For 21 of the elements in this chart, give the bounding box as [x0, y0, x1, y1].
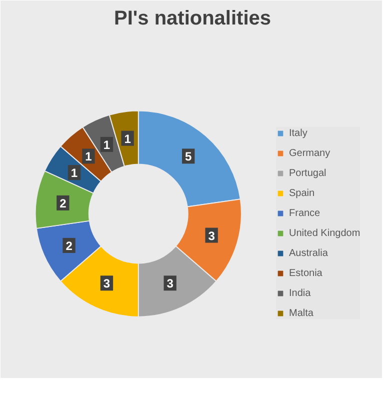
data-label: 2 [60, 196, 67, 210]
legend-label: Estonia [289, 267, 322, 279]
data-label: 3 [208, 228, 216, 243]
legend-label: India [289, 287, 311, 299]
legend-label: Australia [289, 247, 328, 259]
data-label: 1 [70, 166, 78, 180]
data-label: 3 [166, 276, 174, 291]
data-label: 2 [66, 238, 73, 253]
legend-label: Spain [289, 187, 315, 199]
data-label: 1 [85, 150, 92, 164]
chart-title: PI's nationalities [114, 8, 272, 30]
legend-label: Malta [289, 307, 314, 319]
data-label: 1 [103, 138, 110, 152]
legend-label: Germany [289, 147, 330, 159]
legend-label: France [289, 207, 320, 219]
legend-label: Italy [289, 127, 308, 139]
data-label: 1 [124, 132, 132, 146]
data-label: 3 [103, 276, 110, 291]
data-label: 5 [185, 150, 192, 164]
legend-label: Portugal [289, 167, 326, 179]
legend-label: United Kingdom [289, 227, 360, 239]
